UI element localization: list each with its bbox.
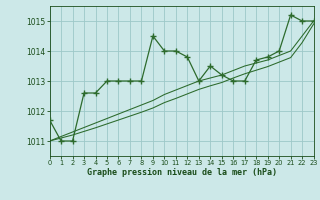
X-axis label: Graphe pression niveau de la mer (hPa): Graphe pression niveau de la mer (hPa) bbox=[87, 168, 276, 177]
